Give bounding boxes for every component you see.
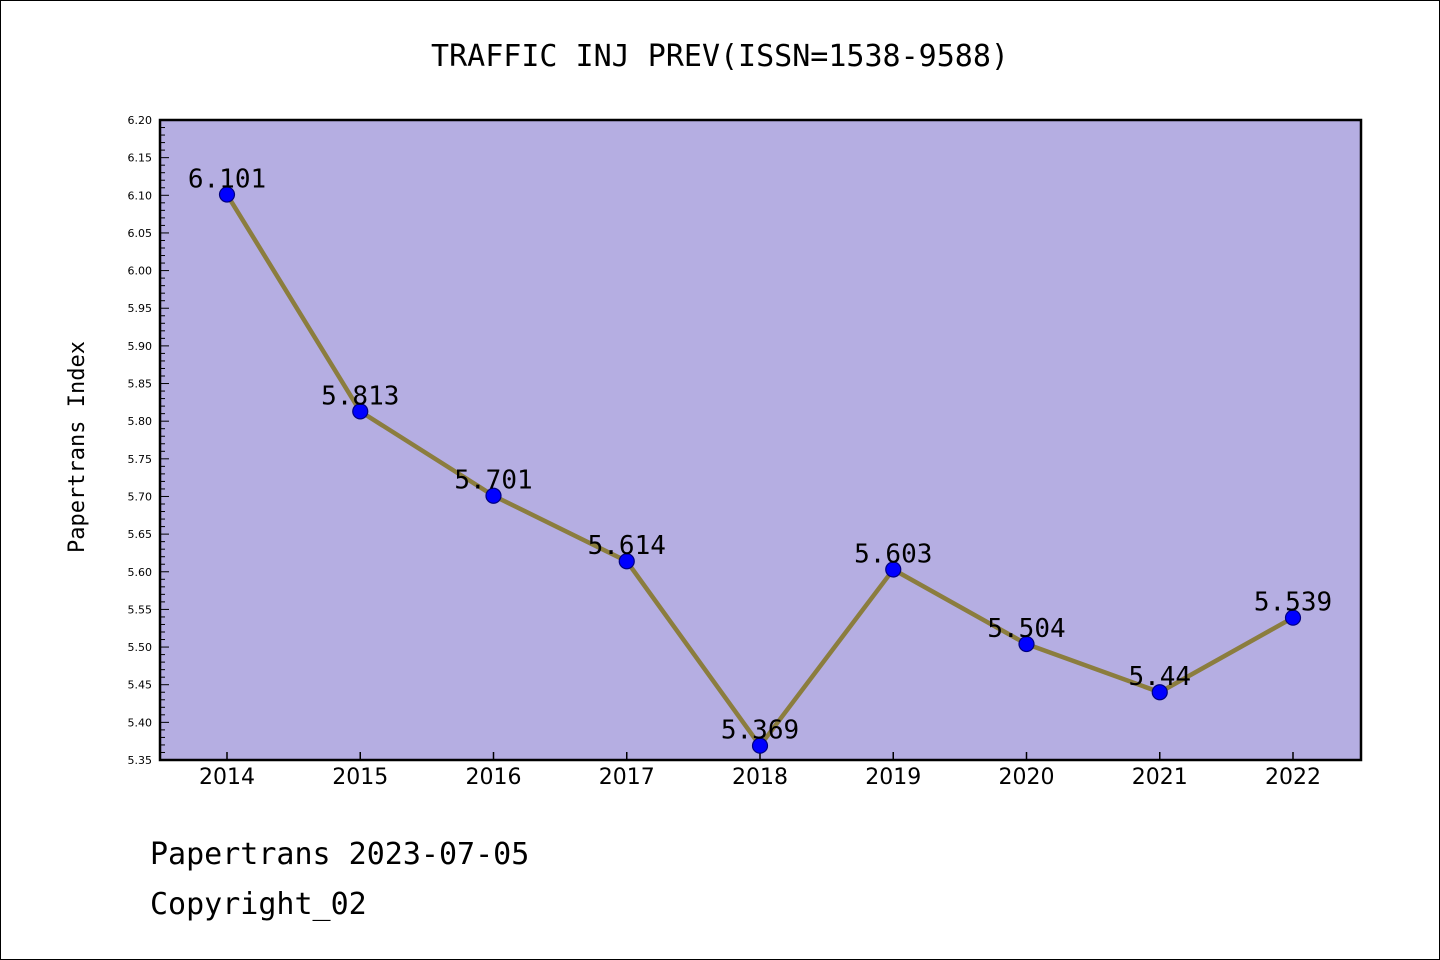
x-tick-label: 2022 <box>1265 765 1321 790</box>
chart-title: TRAFFIC INJ PREV(ISSN=1538-9588) <box>431 39 1009 74</box>
data-label: 6.101 <box>188 165 266 195</box>
y-tick-label: 6.15 <box>128 152 153 165</box>
y-axis-label: Papertrans Index <box>65 341 90 553</box>
data-label: 5.504 <box>987 614 1065 644</box>
y-axis: 5.35 5.40 5.45 5.50 5.55 5.60 5.65 5.70 5.75 5.80… <box>128 114 169 767</box>
data-label: 5.44 <box>1128 662 1191 692</box>
series-line-group <box>218 186 1302 754</box>
data-point <box>618 553 635 570</box>
y-tick-label: 5.95 <box>128 302 153 315</box>
y-tick-label: 5.55 <box>128 603 153 616</box>
y-tick-label: 5.45 <box>128 679 153 692</box>
x-tick-label: 2021 <box>1132 765 1188 790</box>
y-tick-label: 5.75 <box>128 453 153 466</box>
y-tick-label: 5.65 <box>128 528 153 541</box>
x-tick-label: 2016 <box>466 765 522 790</box>
y-tick-label: 5.85 <box>128 378 153 391</box>
data-point <box>885 561 902 578</box>
data-label: 5.701 <box>454 466 532 496</box>
data-point <box>485 487 502 504</box>
y-tick-label: 5.70 <box>128 490 153 503</box>
data-label: 5.813 <box>321 381 399 411</box>
y-tick-label: 5.90 <box>128 340 153 353</box>
y-tick-label: 6.00 <box>128 265 153 278</box>
data-point <box>751 737 769 754</box>
data-point <box>218 186 236 203</box>
y-tick-label: 5.60 <box>128 566 153 579</box>
x-tick-label: 2015 <box>332 765 388 790</box>
x-tick-label: 2018 <box>732 765 788 790</box>
x-tick-label: 2014 <box>199 765 255 790</box>
data-point <box>1284 609 1302 626</box>
data-label: 5.603 <box>854 540 932 570</box>
data-label: 5.369 <box>721 716 799 746</box>
y-tick-label: 6.20 <box>128 114 153 127</box>
y-tick-label: 5.35 <box>128 754 153 767</box>
y-tick-label: 5.80 <box>128 415 153 428</box>
y-tick-label: 6.05 <box>128 227 153 240</box>
data-label: 5.614 <box>588 531 666 561</box>
data-label: 5.539 <box>1254 588 1332 618</box>
x-tick-label: 2019 <box>865 765 921 790</box>
x-tick-label: 2017 <box>599 765 655 790</box>
footer-date: Papertrans 2023-07-05 <box>150 837 529 872</box>
data-point <box>1151 684 1168 701</box>
y-tick-label: 6.10 <box>128 189 153 202</box>
x-tick-label: 2020 <box>999 765 1055 790</box>
plot-border <box>158 118 1363 762</box>
x-axis: 2014 2015 2016 2017 2018 2019 2020 2021 2022 <box>199 752 1321 790</box>
footer-copyright: Copyright_02 <box>150 887 367 922</box>
data-point <box>352 403 369 420</box>
data-point <box>1018 635 1035 653</box>
y-tick-label: 5.40 <box>128 716 153 729</box>
data-labels: 6.101 5.813 5.701 5.614 5.369 5.603 5.504 5.44 5… <box>188 165 1332 746</box>
plot-area <box>160 120 1361 760</box>
y-tick-label: 5.50 <box>128 641 153 654</box>
